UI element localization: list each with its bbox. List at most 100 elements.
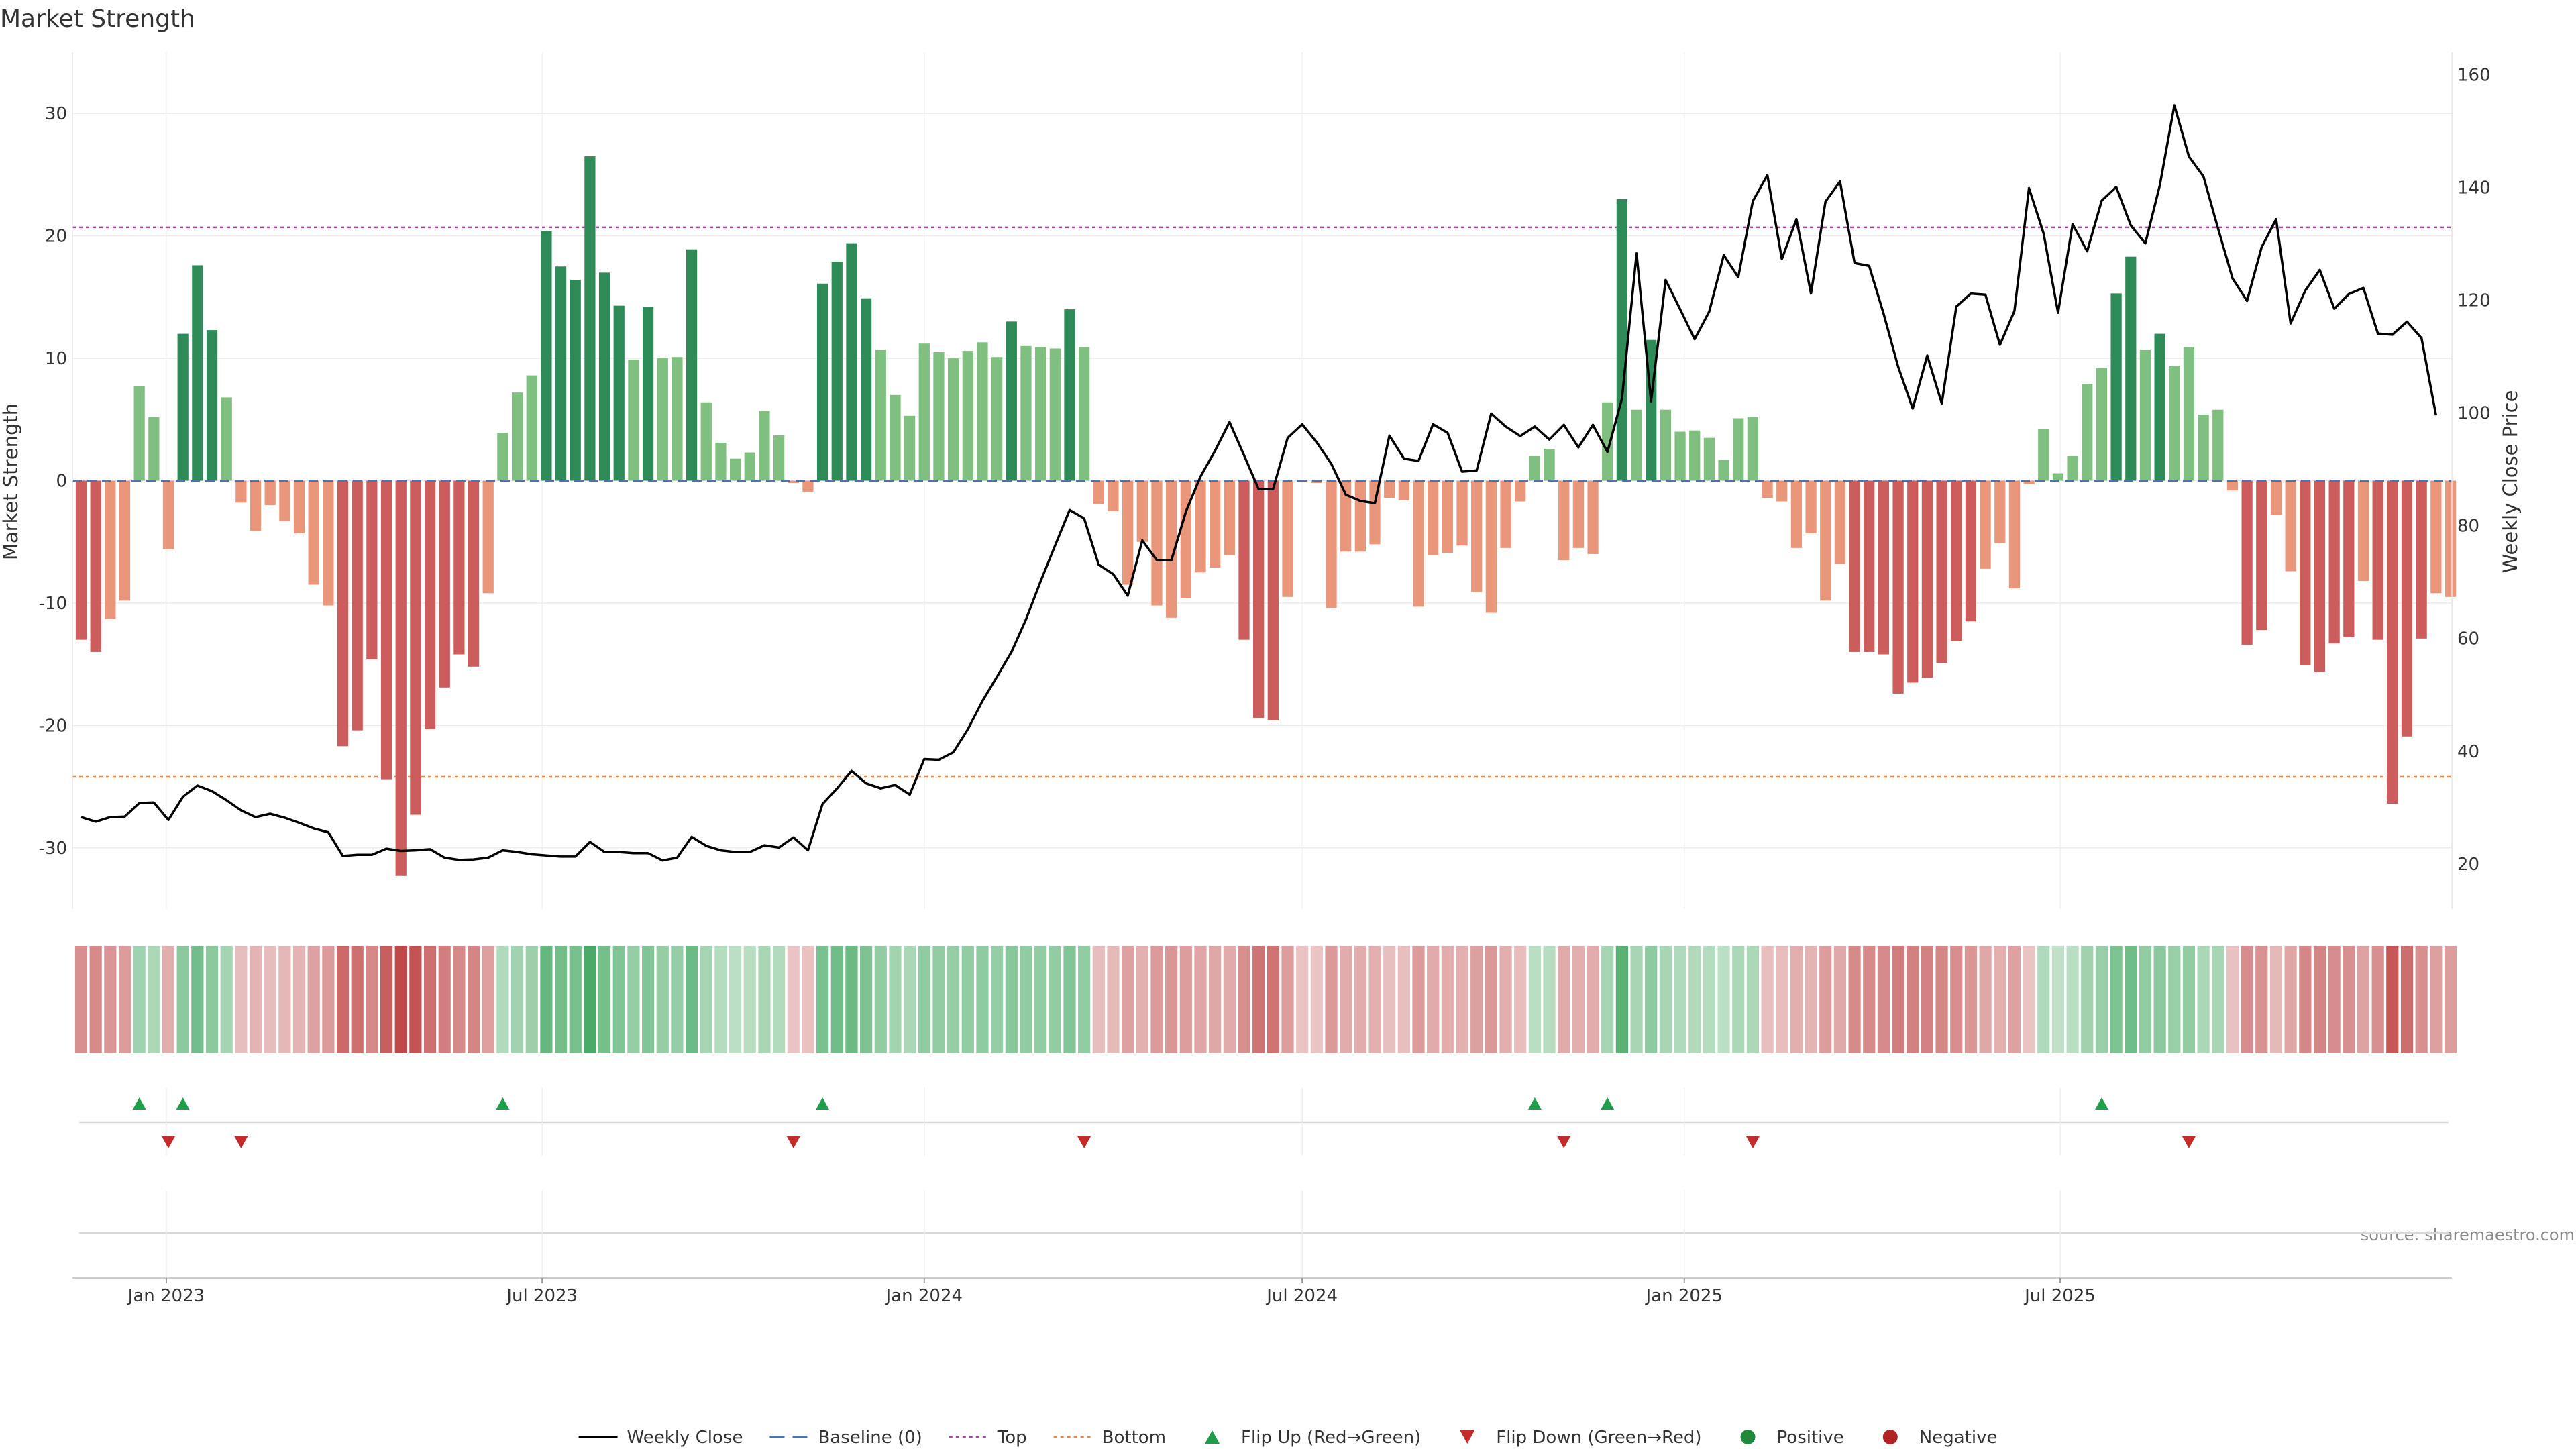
- heatmap-cell: [656, 946, 669, 1053]
- heatmap-cell: [1587, 946, 1599, 1053]
- heatmap-cell: [598, 946, 611, 1053]
- heatmap-cell: [685, 946, 698, 1053]
- strength-bar: [380, 480, 392, 780]
- heatmap-cell: [1325, 946, 1338, 1053]
- strength-bar: [2270, 480, 2282, 515]
- heatmap-cell: [1833, 946, 1847, 1053]
- strength-bar: [1587, 480, 1599, 554]
- heatmap-cell: [1514, 946, 1527, 1053]
- heatmap-cell: [1601, 946, 1614, 1053]
- heatmap-cell: [816, 946, 829, 1053]
- strength-bar: [802, 480, 814, 492]
- heatmap-cell: [1078, 946, 1091, 1053]
- heatmap-cell: [1456, 946, 1468, 1053]
- y2-tick-label: 140: [2457, 178, 2491, 199]
- strength-bar: [1820, 480, 1831, 601]
- strength-bar: [2300, 480, 2311, 665]
- heatmap-cell: [1703, 946, 1715, 1053]
- strength-bar: [1921, 480, 1933, 678]
- heatmap-cell: [1412, 946, 1425, 1053]
- strength-bar: [642, 307, 654, 481]
- heatmap-cell: [860, 946, 873, 1053]
- strength-bar: [1892, 480, 1904, 694]
- y2-axis-ticks: 20 40 60 80 100 120 140 160: [2451, 52, 2491, 909]
- y-tick-label: 20: [45, 227, 67, 247]
- price-line-group: [80, 104, 2438, 862]
- strength-bar: [177, 333, 189, 481]
- strength-bar: [1035, 347, 1046, 481]
- strength-bar: [308, 480, 319, 585]
- heatmap-cell: [802, 946, 814, 1053]
- strength-bar: [453, 480, 465, 655]
- flip-up-marker: [176, 1097, 190, 1110]
- heatmap-cell: [2313, 946, 2326, 1053]
- strength-bar: [977, 342, 988, 481]
- strength-bar: [2372, 480, 2383, 640]
- heatmap-cell: [2343, 946, 2355, 1053]
- heatmap-cell: [2125, 946, 2137, 1053]
- heatmap-cell: [1310, 946, 1323, 1053]
- strength-bar: [279, 480, 290, 521]
- heatmap-cell: [2284, 946, 2297, 1053]
- strength-bar: [2314, 480, 2326, 672]
- strength-bar: [1442, 480, 1453, 553]
- heatmap-cell: [1630, 946, 1643, 1053]
- strength-bar: [1762, 480, 1773, 498]
- heatmap-cell: [961, 946, 974, 1053]
- heatmap-cell: [264, 946, 276, 1053]
- strength-bar: [264, 480, 276, 505]
- heatmap-cell: [2081, 946, 2094, 1053]
- source-note: source: sharemaestro.com: [2361, 1226, 2575, 1244]
- strength-bar: [831, 261, 843, 481]
- heatmap-cell: [2269, 946, 2283, 1053]
- strength-bar: [1631, 409, 1642, 481]
- legend-label: Bottom: [1102, 1428, 1166, 1448]
- legend-label: Negative: [1919, 1428, 1998, 1448]
- heatmap-cell: [366, 946, 378, 1053]
- strength-bar: [2008, 480, 2021, 589]
- strength-bar: [1428, 480, 1439, 555]
- strength-bar: [352, 480, 363, 731]
- heatmap-cell: [584, 946, 596, 1053]
- strength-bar: [105, 480, 116, 619]
- strength-bar: [497, 433, 508, 481]
- strength-bar: [1166, 480, 1177, 618]
- strength-bar: [2052, 473, 2064, 481]
- heatmap-cell: [438, 946, 451, 1053]
- heatmap-cell: [2139, 946, 2152, 1053]
- heatmap-cell: [1063, 946, 1076, 1053]
- heatmap-cell: [787, 946, 800, 1053]
- legend-label: Positive: [1777, 1428, 1844, 1448]
- strength-bar: [890, 394, 901, 481]
- x-tick-label: Jul 2024: [1265, 1286, 1338, 1306]
- flip-down-marker: [234, 1136, 248, 1148]
- strength-bar: [2328, 480, 2340, 644]
- strength-bar: [468, 480, 480, 667]
- heatmap-cell: [1238, 946, 1250, 1053]
- legend-swatch-dot: [1740, 1430, 1756, 1444]
- y-tick-label: 0: [56, 472, 67, 492]
- strength-bar: [2198, 414, 2209, 481]
- heatmap-cell: [1892, 946, 1904, 1053]
- heatmap-cell: [511, 946, 524, 1053]
- strength-bar: [1413, 480, 1424, 607]
- heatmap-cell: [1688, 946, 1701, 1053]
- heatmap-cell: [2066, 946, 2079, 1053]
- strength-bar: [1703, 437, 1715, 481]
- strength-bar: [1253, 480, 1265, 718]
- strength-bar: [904, 415, 916, 481]
- heatmap-cell: [1732, 946, 1745, 1053]
- heatmap-cell: [1935, 946, 1948, 1053]
- reference-lines: [72, 226, 2452, 778]
- heatmap-cell: [1209, 946, 1222, 1053]
- heatmap-cell: [714, 946, 727, 1053]
- strength-bar: [424, 480, 436, 729]
- heatmap-cell: [2212, 946, 2224, 1053]
- x-tick-label: Jan 2024: [885, 1286, 963, 1306]
- heatmap-cell: [380, 946, 393, 1053]
- flip-down-marker: [1077, 1136, 1091, 1148]
- heatmap-cell: [351, 946, 364, 1053]
- heatmap-cell: [1034, 946, 1047, 1053]
- heatmap-cell: [482, 946, 494, 1053]
- heatmap-cell: [1543, 946, 1556, 1053]
